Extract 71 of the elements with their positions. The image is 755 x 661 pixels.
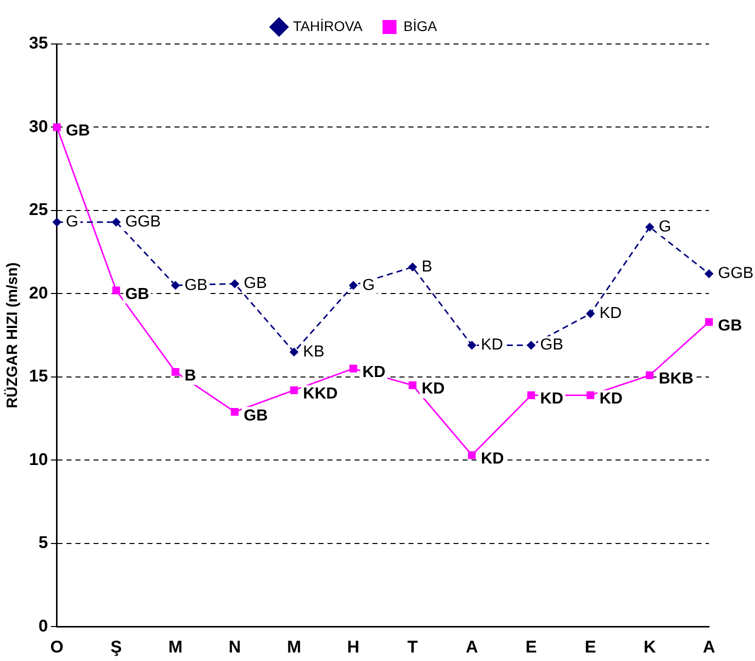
data-label: G [66,214,78,231]
data-label: KD [480,336,504,354]
y-tick-label: 35 [28,34,48,53]
data-label: KD [480,450,504,468]
data-label: GB [244,407,268,424]
y-tick-label: 10 [28,450,48,469]
data-label: KKD [303,386,338,403]
point [646,371,654,380]
data-label: KD [599,305,622,322]
point [112,286,120,294]
data-label: KD [362,364,386,381]
x-tick-label: A [702,637,716,656]
x-tick-label: H [347,637,360,656]
x-tick-label: M [168,637,183,656]
point [704,269,714,278]
data-label: GGB [125,214,161,231]
x-tick-label: E [584,637,596,656]
data-label: KB [303,343,324,360]
x-tick-label: N [228,637,241,656]
y-tick-label: 20 [28,283,48,302]
y-tick-label: 25 [28,200,48,220]
data-label: G [362,276,375,294]
point [290,386,298,394]
y-tick-label: 30 [28,116,48,136]
data-label: GB [125,286,150,303]
data-label: B [422,258,432,276]
point [170,280,180,290]
y-tick-label: 5 [38,533,48,552]
data-label: G [658,218,672,236]
point [53,123,61,132]
x-tick-label: O [50,637,64,656]
point [467,340,476,350]
point [230,279,240,288]
data-label: KD [599,390,623,408]
data-label: GGB [718,265,754,282]
y-tick-label: 0 [38,616,48,636]
point [645,222,654,232]
point [586,309,595,318]
y-tick-label: 15 [28,366,48,386]
x-tick-label: Ş [110,637,122,656]
y-axis-title: RÜZGAR HIZI (m/sn) [4,262,22,408]
point [408,262,418,272]
legend-label: TAHİROVA [293,18,364,34]
point [112,218,121,227]
data-label: B [184,367,196,384]
point [408,381,416,390]
x-tick-label: K [644,637,657,656]
data-label: KD [422,380,445,398]
point [172,368,180,376]
data-label: GB [66,122,90,140]
point [527,391,536,400]
legend-label: BİGA [404,18,438,34]
point [705,318,713,326]
point [52,218,62,227]
data-label: GB [184,276,208,294]
point [526,340,536,350]
point [290,347,299,356]
point [468,451,476,460]
data-label: BKB [658,370,694,388]
data-label: GB [718,317,742,334]
x-tick-label: M [286,637,302,656]
data-label: KD [540,390,564,408]
point [348,280,358,290]
point [230,408,239,416]
x-tick-label: A [466,637,478,656]
point [586,391,594,400]
x-tick-label: T [407,637,418,656]
data-label: GB [540,336,564,354]
point [349,364,358,372]
data-label: GB [244,275,267,292]
x-tick-label: E [525,637,537,656]
